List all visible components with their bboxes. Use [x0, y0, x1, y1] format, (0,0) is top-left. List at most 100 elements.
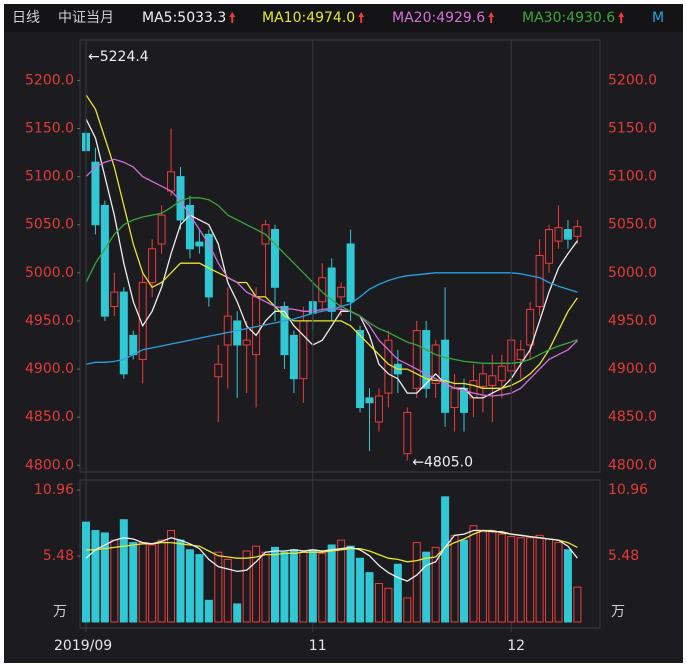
y-tick-label: 5.48	[43, 548, 74, 564]
ma-line	[85, 197, 578, 364]
candle-body	[185, 204, 194, 250]
candle-body	[157, 214, 166, 245]
volume-bar	[441, 496, 450, 623]
volume-bar	[148, 544, 157, 623]
volume-bar	[167, 530, 176, 623]
candle-body	[100, 204, 109, 317]
volume-bar	[563, 549, 572, 623]
volume-bar	[356, 557, 365, 623]
volume-bar	[82, 521, 90, 623]
volume-bar	[488, 530, 497, 623]
y-tick-label-right: 5100.0	[608, 169, 657, 185]
y-tick-label: 5200.0	[25, 72, 74, 88]
volume-bar	[176, 539, 185, 623]
candle-body	[431, 344, 440, 384]
y-tick-label: 10.96	[34, 482, 74, 498]
ma-line	[85, 118, 578, 399]
y-tick-label: 4900.0	[25, 361, 74, 377]
candle-body	[516, 349, 525, 360]
candle-body	[289, 334, 298, 380]
candle-body	[441, 339, 450, 413]
candle-body	[460, 387, 468, 413]
min-label: ←4805.0	[412, 454, 473, 470]
header-bar	[4, 4, 683, 32]
legend-arrow	[618, 12, 625, 23]
volume-bar	[157, 539, 166, 623]
legend-entry: MA20:4929.6	[392, 10, 485, 26]
volume-bar	[384, 587, 393, 623]
ma-line	[85, 158, 578, 397]
candle-body	[554, 227, 563, 242]
candle-body	[242, 339, 251, 346]
volume-bar	[138, 542, 147, 623]
candle-body	[403, 411, 412, 455]
legend-arrow	[488, 12, 495, 23]
volume-bar	[252, 545, 261, 623]
volume-bar	[242, 550, 251, 623]
ma-line	[85, 272, 578, 365]
volume-bar	[129, 542, 138, 623]
candle-body	[497, 365, 506, 382]
volume-bar	[91, 530, 100, 623]
candle-body	[450, 387, 459, 409]
candle-body	[129, 334, 138, 356]
y-tick-label: 4850.0	[25, 409, 74, 425]
candle-body	[488, 375, 497, 386]
y-tick-label-right: 5050.0	[608, 217, 657, 233]
volume-bar	[100, 532, 109, 623]
y-tick-label-right: 5150.0	[608, 121, 657, 137]
volume-bar	[573, 586, 582, 623]
volume-bar	[507, 536, 516, 623]
candle-body	[356, 330, 365, 409]
candle-body	[327, 267, 336, 312]
volume-bar	[422, 551, 431, 623]
candle-body	[573, 226, 582, 237]
volume-bar	[497, 533, 506, 623]
instrument[interactable]: 中证当月	[58, 10, 114, 26]
legend-arrow	[229, 12, 236, 23]
candle-body	[148, 248, 157, 283]
x-tick-label: 12	[507, 638, 525, 654]
y-tick-label-right: 5200.0	[608, 72, 657, 88]
price-panel	[79, 39, 601, 473]
legend-entry: MA10:4974.0	[262, 10, 355, 26]
candle-body	[223, 315, 232, 346]
candle-body	[478, 373, 487, 387]
y-tick-label-right: 5000.0	[608, 265, 657, 281]
period[interactable]: 日线	[12, 10, 40, 26]
volume-bar	[554, 542, 563, 623]
y-tick-label-right: 4950.0	[608, 313, 657, 329]
volume-bar	[393, 563, 402, 623]
legend-entry: MA30:4930.6	[522, 10, 615, 26]
volume-bar	[460, 539, 468, 623]
candle-body	[195, 241, 204, 247]
y-tick-label: 5150.0	[25, 121, 74, 137]
candle-body	[110, 291, 119, 308]
volume-bar	[214, 551, 223, 623]
candle-body	[214, 363, 223, 378]
candle-body	[167, 171, 176, 192]
candle-body	[176, 176, 185, 221]
volume-bar	[299, 551, 308, 623]
y-tick-label: 5050.0	[25, 217, 74, 233]
x-tick-label: 11	[309, 638, 327, 654]
volume-bar	[469, 525, 478, 623]
candle-body	[526, 308, 535, 346]
y-tick-label: 4950.0	[25, 313, 74, 329]
volume-bar	[535, 534, 544, 623]
volume-bar	[450, 534, 459, 623]
max-label: ←5224.4	[88, 49, 149, 65]
y-tick-label-right: 4850.0	[608, 409, 657, 425]
volume-bar	[223, 558, 232, 623]
y-tick-label-right: 4900.0	[608, 361, 657, 377]
volume-bar	[185, 549, 194, 623]
volume-bar	[545, 538, 554, 623]
candle-body	[280, 306, 289, 356]
candle-body	[545, 229, 554, 264]
volume-bar	[327, 544, 336, 623]
volume-bar	[337, 539, 346, 623]
ma-line	[85, 529, 578, 582]
candle-body	[233, 320, 242, 346]
volume-bar	[261, 551, 270, 623]
